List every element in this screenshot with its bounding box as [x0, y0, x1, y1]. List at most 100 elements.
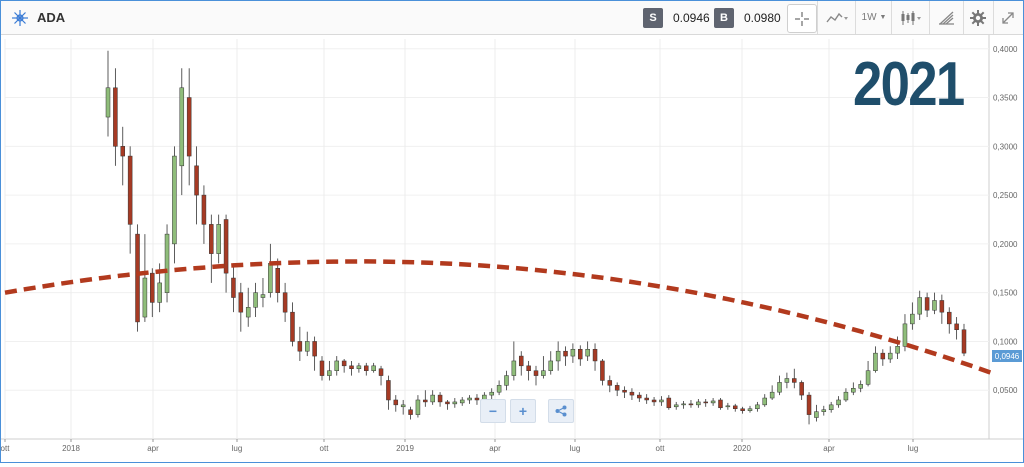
candle-down [201, 194, 207, 225]
x-tick-label: apr [823, 444, 835, 453]
candle-down [629, 391, 635, 396]
price-chart-area[interactable]: 0,4000 0,3500 0,3000 0,2500 0,2000 0,1500 0,10… [1, 35, 1023, 462]
candle-up [755, 404, 760, 410]
candle-down [806, 394, 812, 415]
toolbar-divider [891, 1, 892, 34]
candle-down [437, 394, 443, 403]
candle-up [489, 391, 494, 396]
candle-down [275, 268, 280, 293]
candle-up [452, 401, 458, 405]
zoom-out-button[interactable]: − [480, 399, 506, 423]
candle-up [260, 294, 266, 298]
zoom-controls: − + [480, 399, 574, 423]
candle-up [784, 378, 790, 383]
chart-type-button[interactable] [821, 4, 853, 31]
drawing-tools-button[interactable] [933, 4, 961, 31]
candle-down [526, 365, 531, 371]
sell-badge[interactable]: S [643, 7, 663, 28]
candle-up [747, 408, 753, 411]
y-tick-label: 0,2000 [993, 240, 1018, 249]
crosshair-icon [795, 11, 809, 26]
candle-up [570, 348, 576, 357]
share-button[interactable] [548, 399, 574, 423]
candle-up [895, 346, 900, 354]
candle-up [585, 348, 590, 357]
candle-down [341, 360, 347, 367]
buy-price-group[interactable]: B 0.0980 [714, 1, 781, 34]
candle-up [511, 360, 517, 376]
candle-down [939, 300, 945, 313]
candle-up [253, 292, 258, 308]
candle-up [873, 352, 878, 371]
zoom-in-button[interactable]: + [510, 399, 536, 423]
candle-down [622, 389, 627, 393]
candle-up [541, 370, 546, 376]
candle-up [673, 404, 679, 408]
candle-down [946, 311, 952, 325]
y-tick-label: 0,2500 [993, 191, 1018, 200]
candle-up [710, 400, 716, 404]
x-tick-label: ott [1, 444, 10, 453]
line-chart-icon [826, 12, 848, 22]
candle-up [172, 155, 177, 245]
candle-up [415, 399, 421, 415]
candle-down [312, 341, 317, 357]
candle-down [445, 401, 450, 405]
gear-icon [970, 9, 986, 26]
candle-down [127, 155, 133, 225]
candlestick-icon [901, 10, 921, 25]
candle-down [194, 165, 199, 196]
candle-down [186, 97, 192, 157]
candle-down [688, 403, 694, 406]
candle-up [828, 404, 834, 410]
toolbar-divider [855, 1, 856, 34]
x-tick-label: ott [656, 444, 666, 453]
candle-down [592, 348, 598, 362]
candle-up [334, 360, 340, 371]
candle-down [732, 405, 738, 410]
y-tick-label: 0,1500 [993, 289, 1018, 298]
x-tick-label: apr [489, 444, 501, 453]
zoom-in-icon: + [518, 403, 528, 419]
candle-up [400, 404, 406, 408]
candle-down [651, 399, 657, 403]
candle-down [880, 352, 886, 360]
candle-up [932, 300, 937, 311]
candle-down [386, 380, 391, 401]
buy-badge[interactable]: B [714, 7, 734, 28]
settings-button[interactable] [965, 4, 991, 31]
toolbar-divider [929, 1, 930, 34]
candle-down [120, 146, 126, 157]
candle-down [209, 224, 214, 254]
sell-price-group[interactable]: S 0.0946 [643, 1, 710, 34]
candle-up [902, 323, 908, 347]
candle-down [718, 399, 723, 409]
timeframe-label: 1W [861, 12, 877, 23]
candle-style-button[interactable] [895, 4, 927, 31]
candle-up [836, 399, 841, 406]
zoom-out-icon: − [488, 403, 498, 419]
candle-down [290, 311, 295, 342]
candle-up [467, 397, 472, 401]
candle-down [150, 272, 155, 303]
candle-down [799, 382, 804, 396]
candle-up [681, 403, 686, 406]
candle-down [578, 348, 583, 360]
candlestick-chart[interactable]: 0,4000 0,3500 0,3000 0,2500 0,2000 0,1500 0,10… [1, 35, 1023, 462]
timeframe-selector[interactable]: 1W ▼ [859, 4, 889, 31]
candle-down [238, 292, 244, 313]
candle-up [696, 401, 701, 406]
candle-down [614, 385, 620, 391]
candle-up [430, 394, 435, 403]
candle-up [245, 307, 251, 318]
candle-down [364, 365, 369, 371]
x-tick-label: 2018 [62, 444, 80, 453]
candle-up [555, 350, 561, 362]
candle-down [474, 397, 480, 401]
crosshair-button[interactable] [787, 4, 817, 33]
y-tick-label: 0,4000 [993, 45, 1018, 54]
candle-down [637, 394, 642, 399]
year-overlay-label: 2021 [853, 50, 965, 119]
fullscreen-button[interactable] [995, 4, 1021, 31]
